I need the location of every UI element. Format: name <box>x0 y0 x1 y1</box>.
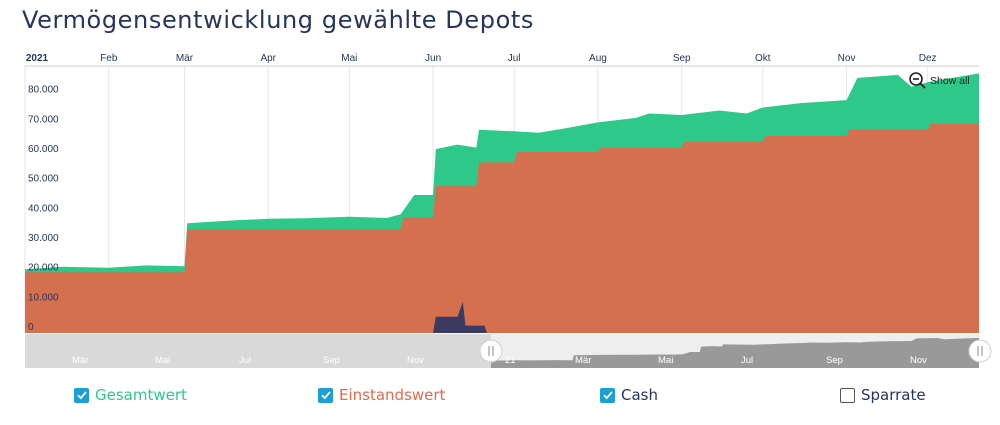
checkbox-sparrate[interactable] <box>840 387 855 403</box>
y-tick-label: 30.000 <box>28 233 59 244</box>
x-tick-label: 2021 <box>26 53 49 64</box>
show-all-button[interactable]: Show all <box>909 72 970 89</box>
legend-item-gesamtwert[interactable]: Gesamtwert <box>74 386 187 404</box>
navigator-label: Mär <box>575 355 591 366</box>
y-tick-label: 0 <box>28 322 34 333</box>
series-area-cash <box>433 301 488 333</box>
legend-item-sparrate[interactable]: Sparrate <box>840 386 926 404</box>
navigator-label: Sep <box>323 355 340 366</box>
x-axis: 2021 Feb Mär Apr Mai Jun Jul Aug Sep Okt Nov Dez <box>26 53 937 64</box>
x-tick-label: Aug <box>589 53 607 64</box>
navigator-label: 21 <box>505 355 516 366</box>
navigator-label: Mär <box>72 355 88 366</box>
checkbox-gesamtwert[interactable] <box>74 387 89 403</box>
x-tick-label: Dez <box>919 53 937 64</box>
show-all-label: Show all <box>930 75 970 87</box>
check-icon <box>320 391 331 400</box>
y-tick-label: 20.000 <box>28 263 59 274</box>
navigator-series <box>491 337 979 368</box>
x-tick-label: Mai <box>341 53 357 64</box>
x-tick-label: Jul <box>508 53 521 64</box>
series-layer <box>25 73 979 334</box>
navigator-label: Mai <box>155 355 170 366</box>
y-tick-label: 60.000 <box>28 144 59 155</box>
zoom-out-icon <box>909 72 926 89</box>
legend-item-cash[interactable]: Cash <box>600 386 658 404</box>
navigator-area <box>491 337 979 368</box>
navigator-right-handle[interactable] <box>968 339 992 363</box>
check-icon <box>76 391 87 400</box>
x-tick-label: Jun <box>425 53 441 64</box>
checkbox-einstandswert[interactable] <box>318 387 333 403</box>
x-tick-label: Okt <box>755 53 771 64</box>
legend-label-einstandswert: Einstandswert <box>339 386 446 404</box>
navigator[interactable]: Mär Mai Jul Sep Nov 21 Mär Mai Jul Sep Nov <box>25 334 992 368</box>
navigator-label: Nov <box>910 355 927 366</box>
checkbox-cash[interactable] <box>600 387 615 403</box>
x-tick-label: Sep <box>673 53 691 64</box>
navigator-label: Mai <box>658 355 673 366</box>
y-tick-label: 10.000 <box>28 292 59 303</box>
navigator-label: Jul <box>239 355 251 366</box>
navigator-label: Jul <box>741 355 753 366</box>
x-tick-label: Nov <box>838 53 856 64</box>
navigator-left-handle[interactable] <box>479 339 503 363</box>
check-icon <box>602 391 613 400</box>
y-axis: 0 10.000 20.000 30.000 40.000 50.000 60.000 70.… <box>28 85 59 333</box>
legend: Gesamtwert Einstandswert Cash Sparrate <box>0 386 1000 410</box>
y-tick-label: 40.000 <box>28 203 59 214</box>
y-tick-label: 70.000 <box>28 114 59 125</box>
navigator-label: Nov <box>407 355 424 366</box>
x-tick-label: Mär <box>176 53 194 64</box>
y-tick-label: 50.000 <box>28 174 59 185</box>
chart-title: Vermögensentwicklung gewählte Depots <box>22 6 534 34</box>
x-tick-label: Feb <box>100 53 118 64</box>
legend-item-einstandswert[interactable]: Einstandswert <box>318 386 445 404</box>
legend-label-gesamtwert: Gesamtwert <box>95 386 187 404</box>
legend-label-cash: Cash <box>621 386 658 404</box>
chart-canvas: 2021 Feb Mär Apr Mai Jun Jul Aug Sep Okt Nov Dez 0 1… <box>24 53 992 368</box>
series-area-einstandswert <box>25 123 979 333</box>
legend-label-sparrate: Sparrate <box>861 386 926 404</box>
x-tick-label: Apr <box>260 53 276 64</box>
navigator-labels: Mär Mai Jul Sep Nov 21 Mär Mai Jul Sep Nov <box>72 355 927 366</box>
navigator-label: Sep <box>826 355 843 366</box>
y-tick-label: 80.000 <box>28 85 59 96</box>
